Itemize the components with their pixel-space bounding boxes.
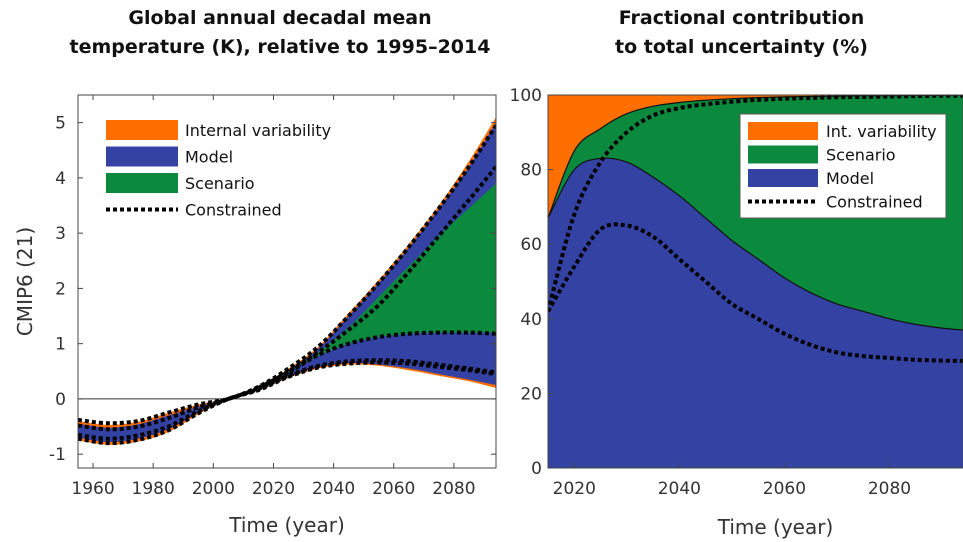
constrained-line-3 xyxy=(257,330,496,390)
right-legend: Int. variability Scenario Model Constrained xyxy=(739,113,947,219)
legend-label: Constrained xyxy=(185,201,282,220)
legend-label: Model xyxy=(185,148,233,167)
right-chart-title: Fractional contribution to total uncerta… xyxy=(520,4,963,62)
x-tick-label: 2000 xyxy=(192,479,235,499)
x-tick-label: 1980 xyxy=(132,479,175,499)
scenario-boundary xyxy=(548,95,963,219)
x-tick-label: 2020 xyxy=(252,479,295,499)
y-tick-label: 60 xyxy=(520,235,542,255)
constrained-line-4 xyxy=(78,358,496,441)
x-tick-label: 2060 xyxy=(372,479,415,499)
x-tick-label: 2080 xyxy=(868,479,911,499)
right-x-axis-label: Time (year) xyxy=(717,515,834,539)
x-tick-label: 1960 xyxy=(71,479,114,499)
left-legend: Internal variability Model Scenario Constra… xyxy=(106,120,331,220)
scenario-band xyxy=(258,183,496,388)
right-chart-title-line1: Fractional contribution xyxy=(618,7,865,29)
left-axes-frame xyxy=(77,94,497,469)
constrained-fraction-line-2 xyxy=(548,95,963,312)
legend-label: Internal variability xyxy=(185,121,331,140)
legend-swatch-internal xyxy=(106,120,178,140)
y-tick-label: 5 xyxy=(55,114,66,134)
right-axes-frame xyxy=(547,94,963,469)
x-tick-label: 2040 xyxy=(312,479,355,499)
y-tick-label: 1 xyxy=(55,335,66,355)
constrained-fraction-line-1 xyxy=(548,222,963,363)
legend-label: Scenario xyxy=(185,174,255,193)
x-tick-label: 2060 xyxy=(763,479,806,499)
model-boundary xyxy=(548,157,963,331)
left-chart: 1960 1980 2000 2020 2040 2060 2080 -1 0 1 2 3 4 5 Time… xyxy=(13,94,497,537)
legend-swatch-model xyxy=(748,169,818,187)
x-tick-label: 2080 xyxy=(432,479,475,499)
int-variability-area xyxy=(548,95,963,219)
y-tick-label: 40 xyxy=(520,310,542,330)
y-tick-label: 3 xyxy=(55,224,66,244)
left-x-axis-label: Time (year) xyxy=(228,513,345,537)
legend-swatch-scenario xyxy=(748,145,818,164)
y-tick-label: -1 xyxy=(49,445,66,465)
legend-label: Int. variability xyxy=(826,122,937,141)
legend-swatch-internal xyxy=(748,122,818,140)
y-tick-label: 0 xyxy=(531,459,542,479)
y-tick-label: 2 xyxy=(55,279,66,299)
left-chart-title-line1: Global annual decadal mean xyxy=(128,7,432,29)
legend-label: Scenario xyxy=(826,146,896,165)
constrained-line-1 xyxy=(78,124,496,426)
legend-label: Constrained xyxy=(826,193,923,212)
legend-swatch-model xyxy=(106,146,178,167)
y-tick-label: 0 xyxy=(55,390,66,410)
left-plot-area xyxy=(78,117,496,446)
legend-label: Model xyxy=(826,169,874,188)
left-chart-title: Global annual decadal mean temperature (… xyxy=(20,4,540,62)
y-tick-label: 80 xyxy=(520,161,542,181)
left-y-axis-label: CMIP6 (21) xyxy=(13,227,37,336)
constrained-line-5 xyxy=(78,360,496,446)
left-chart-title-line2: temperature (K), relative to 1995–2014 xyxy=(69,36,491,58)
model-area xyxy=(548,158,963,468)
legend-swatch-scenario xyxy=(106,173,178,193)
x-tick-label: 2040 xyxy=(658,479,701,499)
y-tick-label: 4 xyxy=(55,169,66,189)
right-chart-title-line2: to total uncertainty (%) xyxy=(615,36,868,58)
y-tick-label: 100 xyxy=(510,86,542,106)
y-tick-label: 20 xyxy=(520,384,542,404)
x-tick-label: 2020 xyxy=(553,479,596,499)
